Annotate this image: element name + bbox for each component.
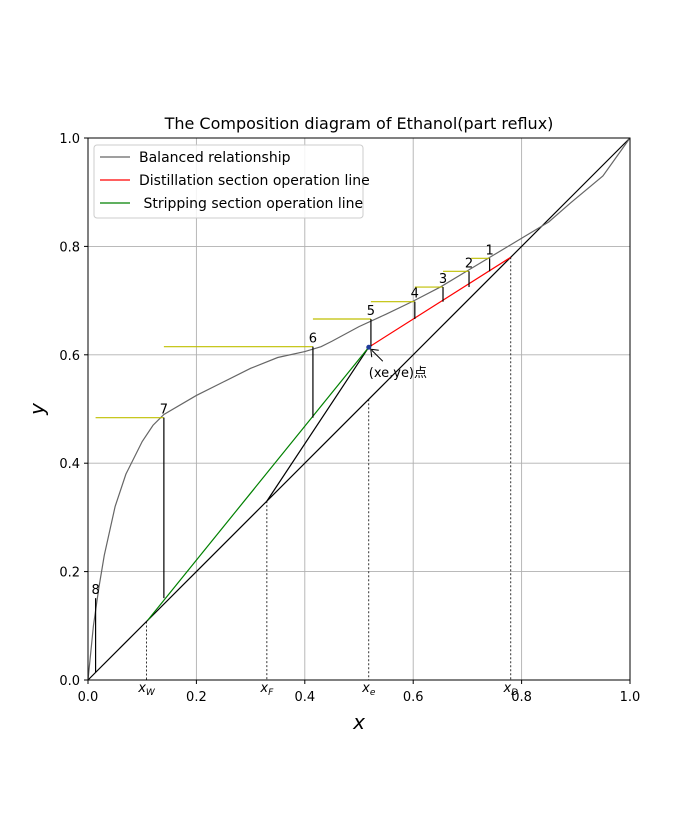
reference-lines: xW xF xe xD [137,257,518,698]
axis-ticks: 0.0 0.2 0.4 0.6 0.8 1.0 0.0 0.2 0.4 0.6 0.8 1.0 [59,132,640,705]
intersection-point [366,344,372,350]
chart-title: The Composition diagram of Ethanol(part … [164,114,554,133]
x-tick-label-1: 0.2 [186,690,207,705]
stage-label-5: 5 [367,304,375,319]
q-line [266,346,370,502]
stripping-operation-line [147,346,370,621]
stage-label-7: 7 [160,403,168,418]
legend-label-balanced: Balanced relationship [139,150,291,166]
reference-label-F: xF [259,681,274,698]
legend-box [93,144,364,219]
diagonal-line [87,137,631,681]
y-tick-label-0: 0.0 [59,674,80,689]
annotation-arrow-head [370,348,379,358]
x-tick-label-4: 0.8 [511,690,532,705]
equilibrium-curve [87,137,631,681]
reference-label-D: xD [502,681,518,698]
stage-label-3: 3 [439,272,447,287]
y-tick-label-3: 0.6 [59,349,80,364]
reference-label-e: xe [361,681,376,698]
stage-label-4: 4 [411,287,419,302]
y-axis-label: y [25,402,49,416]
plot-lines [87,137,631,681]
grid [88,138,630,680]
x-tick-label-5: 1.0 [620,690,641,705]
reference-label-W: xW [137,681,156,698]
annotation-text: (xe,ye)点 [369,366,427,381]
legend-label-distillation: Distillation section operation line [139,173,370,189]
stage-label-8: 8 [91,583,99,598]
annotations: (xe,ye)点 [366,344,427,381]
x-tick-label-2: 0.4 [294,690,315,705]
y-tick-label-4: 0.8 [59,240,80,255]
stage-label-6: 6 [309,332,317,347]
x-tick-label-0: 0.0 [78,690,99,705]
stage-steps: 12 3 4 5 6 7 8 [91,243,494,673]
legend-label-stripping: Stripping section operation line [139,196,363,212]
distillation-operation-line [368,256,512,348]
stage-label-2: 2 [465,256,473,271]
y-tick-label-1: 0.2 [59,566,80,581]
x-axis-label: x [352,710,365,734]
stage-label-1: 1 [485,243,493,258]
y-tick-label-2: 0.4 [59,457,80,472]
y-tick-label-5: 1.0 [59,132,80,147]
x-tick-label-3: 0.6 [403,690,424,705]
plot-frame [87,137,631,681]
legend: Balanced relationship Distillation secti… [93,144,370,219]
annotation-arrow-shaft [371,349,384,362]
